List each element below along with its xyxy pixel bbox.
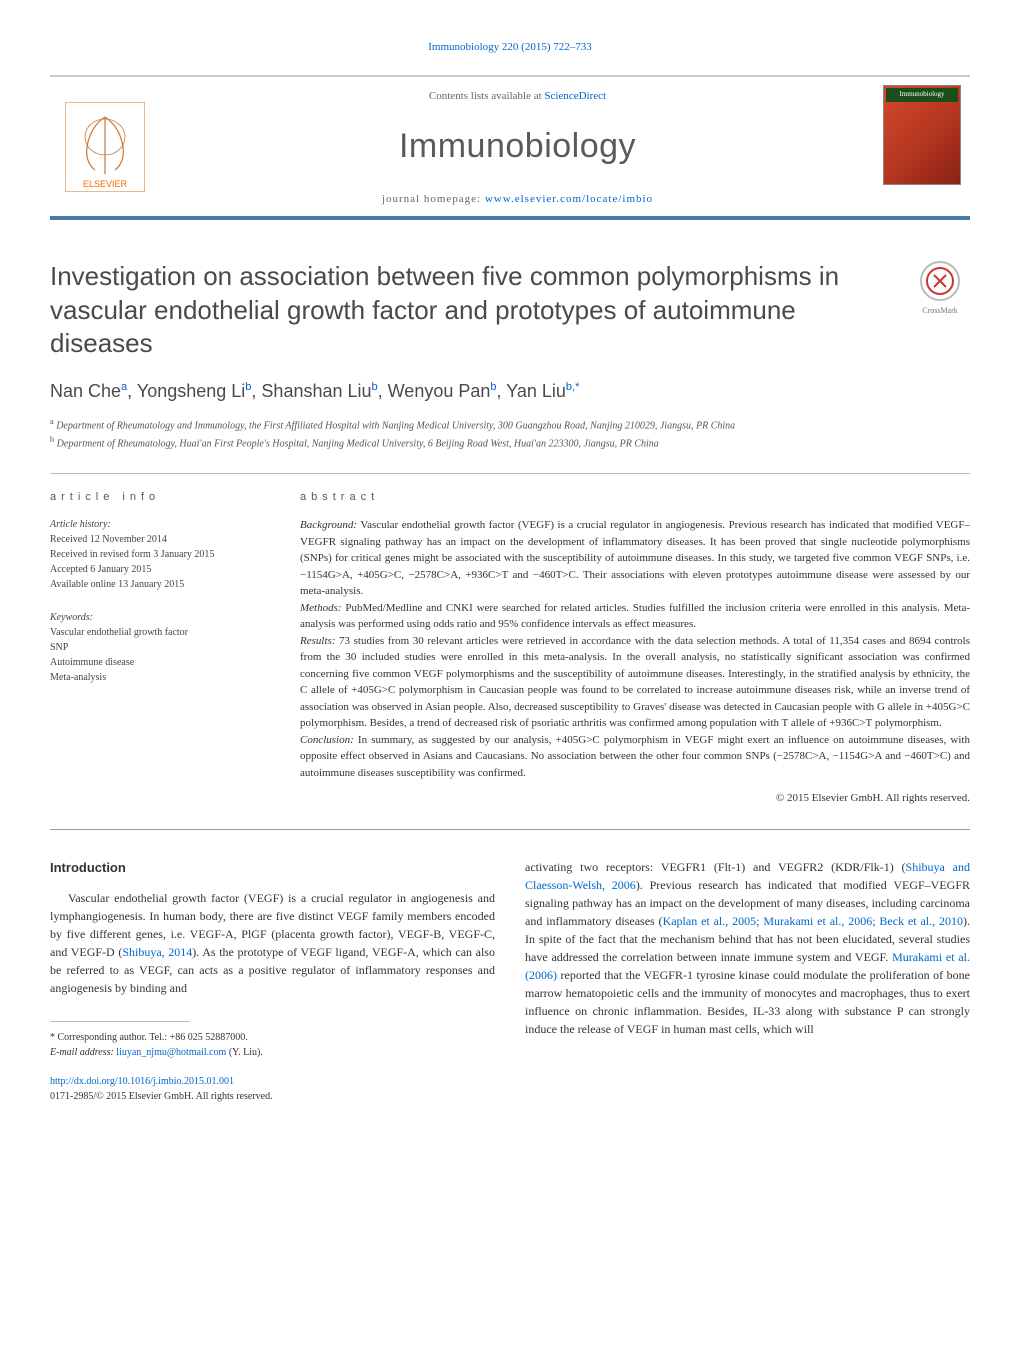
issn-copyright: 0171-2985/© 2015 Elsevier GmbH. All righ…: [50, 1091, 273, 1102]
abstract-results-label: Results:: [300, 635, 335, 647]
article-title: Investigation on association between fiv…: [50, 260, 890, 361]
contents-prefix: Contents lists available at: [429, 90, 544, 102]
intro-paragraph-1-cont: activating two receptors: VEGFR1 (Flt-1)…: [525, 858, 970, 1038]
journal-cover-thumb: Immunobiology: [875, 77, 970, 215]
corr-label: * Corresponding author. Tel.: +86 025 52…: [50, 1032, 248, 1043]
divider-thick: [50, 829, 970, 830]
abstract-column: abstract Background: Vascular endothelia…: [300, 490, 970, 807]
corresponding-author: * Corresponding author. Tel.: +86 025 52…: [50, 1030, 495, 1060]
abstract-conclusion-text: In summary, as suggested by our analysis…: [300, 734, 970, 779]
ref-kaplan-murakami-beck[interactable]: Kaplan et al., 2005; Murakami et al., 20…: [663, 914, 963, 928]
crossmark-label: CrossMark: [910, 305, 970, 316]
body-column-left: Introduction Vascular endothelial growth…: [50, 858, 495, 1105]
doi-link[interactable]: http://dx.doi.org/10.1016/j.imbio.2015.0…: [50, 1076, 234, 1087]
abstract-methods-text: PubMed/Medline and CNKI were searched fo…: [300, 602, 970, 631]
doi-block: http://dx.doi.org/10.1016/j.imbio.2015.0…: [50, 1074, 495, 1104]
abstract-bg-text: Vascular endothelial growth factor (VEGF…: [300, 519, 970, 597]
journal-name: Immunobiology: [170, 123, 865, 171]
homepage-line: journal homepage: www.elsevier.com/locat…: [170, 192, 865, 207]
keywords-heading: Keywords:: [50, 612, 93, 623]
running-header: Immunobiology 220 (2015) 722–733: [50, 40, 970, 55]
email-who: (Y. Liu).: [226, 1047, 262, 1058]
affiliations: a Department of Rheumatology and Immunol…: [50, 416, 970, 451]
intro-paragraph-1: Vascular endothelial growth factor (VEGF…: [50, 889, 495, 997]
ref-shibuya-2014[interactable]: Shibuya, 2014: [122, 945, 192, 959]
masthead: ELSEVIER Contents lists available at Sci…: [50, 75, 970, 219]
contents-line: Contents lists available at ScienceDirec…: [170, 89, 865, 104]
article-info-label: article info: [50, 490, 270, 505]
masthead-center: Contents lists available at ScienceDirec…: [160, 77, 875, 215]
abstract-label: abstract: [300, 490, 970, 505]
abstract-bg-label: Background:: [300, 519, 357, 531]
abstract-conclusion-label: Conclusion:: [300, 734, 354, 746]
body-column-right: activating two receptors: VEGFR1 (Flt-1)…: [525, 858, 970, 1105]
cover-thumb-label: Immunobiology: [886, 88, 958, 102]
article-history: Article history: Received 12 November 20…: [50, 517, 270, 592]
footnote-separator: [50, 1021, 190, 1022]
article-info-column: article info Article history: Received 1…: [50, 490, 270, 807]
keywords-block: Keywords: Vascular endothelial growth fa…: [50, 610, 270, 685]
crossmark-icon: [919, 260, 961, 302]
author-list: Nan Chea, Yongsheng Lib, Shanshan Liub, …: [50, 379, 970, 404]
abstract-copyright: © 2015 Elsevier GmbH. All rights reserve…: [300, 791, 970, 806]
homepage-link[interactable]: www.elsevier.com/locate/imbio: [485, 193, 653, 205]
abstract-methods-label: Methods:: [300, 602, 342, 614]
homepage-prefix: journal homepage:: [382, 193, 485, 205]
introduction-heading: Introduction: [50, 858, 495, 878]
email-label: E-mail address:: [50, 1047, 114, 1058]
history-heading: Article history:: [50, 519, 111, 530]
sciencedirect-link[interactable]: ScienceDirect: [544, 90, 606, 102]
publisher-logo: ELSEVIER: [50, 77, 160, 215]
publisher-name-text: ELSEVIER: [83, 179, 128, 189]
elsevier-tree-icon: ELSEVIER: [65, 102, 145, 192]
abstract-text: Background: Vascular endothelial growth …: [300, 517, 970, 781]
abstract-results-text: 73 studies from 30 relevant articles wer…: [300, 635, 970, 730]
crossmark-badge[interactable]: CrossMark: [910, 260, 970, 316]
corr-email-link[interactable]: liuyan_njmu@hotmail.com: [116, 1047, 226, 1058]
